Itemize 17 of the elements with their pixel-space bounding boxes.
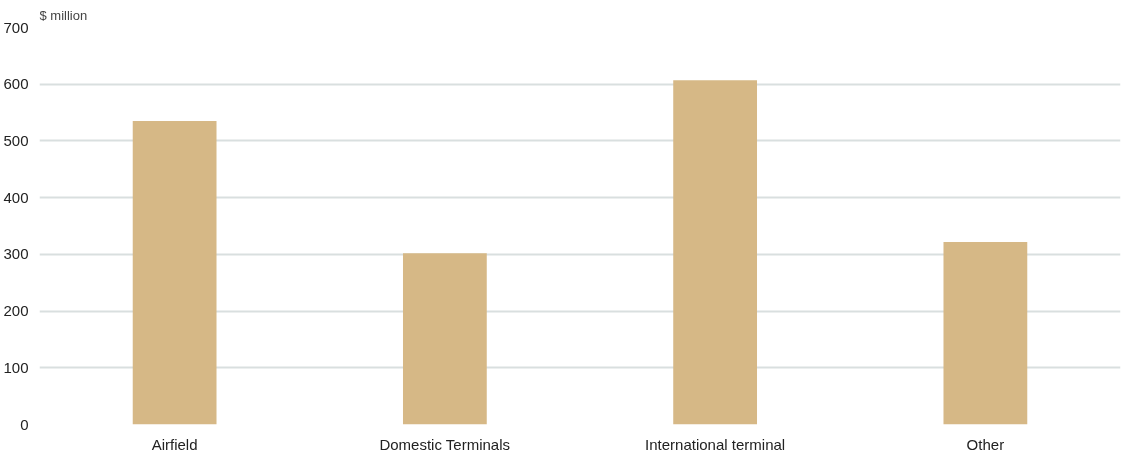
y-tick-label: 0 [20,415,29,433]
x-tick-label: Airfield [151,435,198,453]
bar [673,80,758,425]
y-tick-label: 300 [3,245,29,263]
bar [402,253,487,425]
y-tick-label: 400 [3,188,29,206]
y-tick-label: 200 [3,302,29,320]
x-tick-label: Domestic Terminals [379,435,511,453]
bar [943,241,1028,425]
y-tick-label: 600 [3,75,29,93]
x-tick-label: Other [966,435,1005,453]
y-tick-label: 100 [3,358,29,376]
y-tick-label: 700 [3,18,29,36]
bar [132,121,217,425]
y-tick-label: 500 [3,131,29,149]
y-axis-title: $ million [39,7,88,23]
x-tick-label: International terminal [645,435,786,453]
